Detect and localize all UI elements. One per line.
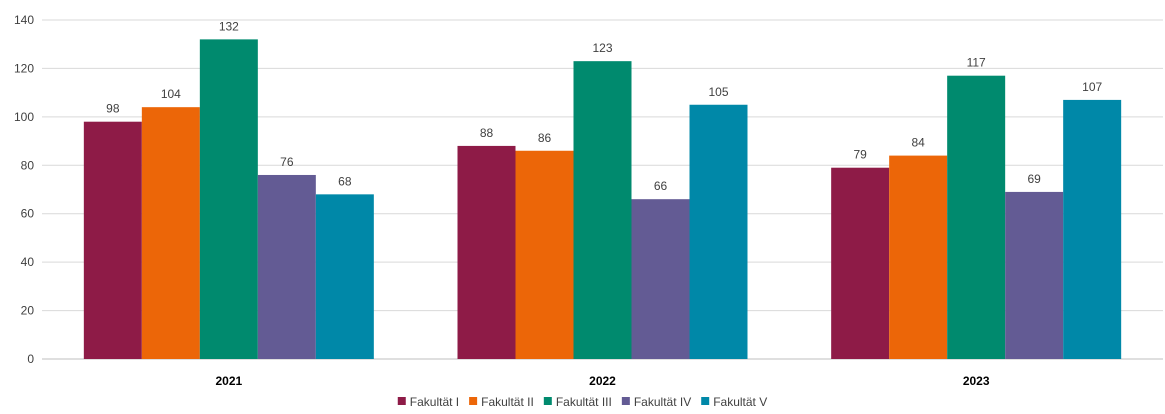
- bar-2021-series-4: [257, 174, 316, 359]
- bar-2022-series-3: [573, 61, 632, 360]
- bar-2021-series-3: [199, 39, 258, 359]
- legend-label: Fakultät V: [713, 395, 767, 409]
- legend-swatch: [469, 397, 478, 405]
- data-label: 86: [538, 131, 552, 145]
- legend-label: Fakultät III: [556, 395, 612, 409]
- legend-swatch: [621, 397, 630, 405]
- data-label: 107: [1082, 80, 1102, 94]
- x-axis: 2021 2022 2023: [215, 374, 989, 388]
- data-label: 98: [106, 102, 120, 116]
- legend-label: Fakultät I: [410, 395, 459, 409]
- bar-2023-series-5: [1063, 99, 1122, 360]
- bar-2022-series-5: [689, 104, 748, 359]
- bar-2022-series-4: [631, 199, 690, 359]
- y-tick-label: 20: [21, 304, 35, 318]
- bar-2021-series-5: [315, 194, 374, 359]
- data-label: 68: [338, 174, 352, 188]
- data-label: 66: [654, 179, 668, 193]
- bars: [83, 39, 1122, 360]
- y-axis-ticks: 0 20 40 60 80 100 120 140: [14, 13, 34, 366]
- x-category-label: 2023: [963, 374, 990, 388]
- data-label: 76: [280, 155, 294, 169]
- data-label: 88: [480, 126, 494, 140]
- bar-2022-series-1: [457, 145, 516, 359]
- y-tick-label: 60: [21, 207, 35, 221]
- data-label: 132: [219, 19, 239, 33]
- y-tick-label: 140: [14, 13, 34, 27]
- bar-2023-series-2: [889, 155, 948, 359]
- data-label: 105: [708, 85, 728, 99]
- y-tick-label: 80: [21, 158, 35, 172]
- bar-2021-series-1: [83, 121, 142, 359]
- data-label: 69: [1027, 172, 1041, 186]
- legend: Fakultät I Fakultät II Fakultät III Fakultä…: [397, 395, 767, 409]
- data-label: 117: [967, 56, 986, 70]
- x-category-label: 2022: [589, 374, 616, 388]
- bar-2022-series-2: [515, 150, 574, 359]
- data-label: 79: [853, 148, 867, 162]
- bar-2023-series-3: [947, 75, 1006, 359]
- legend-swatch: [543, 397, 552, 405]
- legend-label: Fakultät IV: [634, 395, 691, 409]
- bar-2023-series-1: [831, 167, 890, 359]
- legend-swatch: [701, 397, 710, 405]
- y-tick-label: 40: [21, 255, 35, 269]
- y-tick-label: 0: [27, 352, 34, 366]
- y-tick-label: 100: [14, 110, 34, 124]
- bar-2023-series-4: [1005, 191, 1064, 359]
- data-labels: 98 104 132 76 68 88 86 123 66 105 79 84 117 69 107: [106, 19, 1102, 193]
- data-label: 123: [592, 41, 612, 55]
- legend-label: Fakultät II: [481, 395, 534, 409]
- data-label: 104: [161, 87, 181, 101]
- y-tick-label: 120: [14, 61, 34, 75]
- legend-swatch: [397, 397, 406, 405]
- x-category-label: 2021: [215, 374, 242, 388]
- bar-2021-series-2: [141, 107, 200, 360]
- data-label: 84: [911, 136, 925, 150]
